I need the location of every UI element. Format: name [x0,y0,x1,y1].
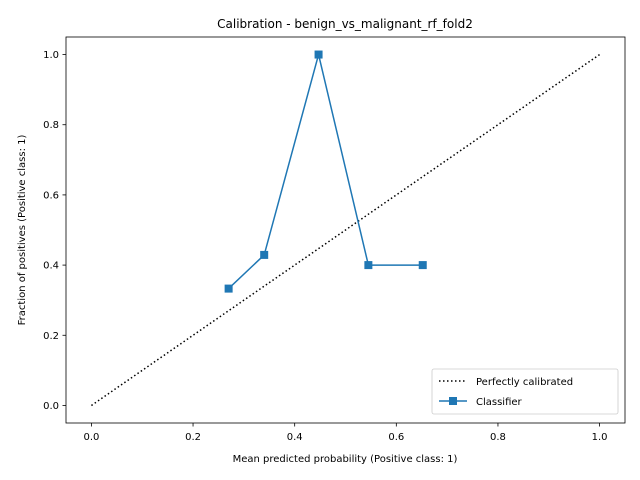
perfectly-calibrated-line [90,53,601,407]
y-tick-label: 0.2 [43,331,59,342]
legend-classifier-label: Classifier [476,397,523,408]
plot-area [90,50,601,407]
x-tick-label: 0.4 [287,432,303,443]
legend-perfect-label: Perfectly calibrated [476,377,573,388]
y-tick-label: 0.8 [43,120,59,131]
y-axis-label: Fraction of positives (Positive class: 1… [17,135,28,326]
classifier-point [260,250,269,259]
y-tick-label: 0.0 [43,401,59,412]
x-tick-label: 0.6 [388,432,404,443]
y-tick-label: 1.0 [43,50,59,61]
legend: Perfectly calibrated Classifier [431,368,619,415]
y-axis: 0.0 0.2 0.4 0.6 0.8 1.0 [43,50,66,412]
x-tick-label: 0.2 [185,432,201,443]
classifier-point [418,261,427,270]
y-tick-label: 0.4 [43,261,59,272]
classifier-point [314,50,323,59]
x-axis: 0.0 0.2 0.4 0.6 0.8 1.0 [83,423,608,443]
y-tick-label: 0.6 [43,190,59,201]
legend-box [431,368,619,415]
x-axis-label: Mean predicted probability (Positive cla… [233,454,458,465]
x-tick-label: 1.0 [592,432,608,443]
classifier-point [224,284,233,293]
classifier-point [364,261,373,270]
chart-title: Calibration - benign_vs_malignant_rf_fol… [217,17,473,31]
legend-classifier-marker [449,397,457,405]
x-tick-label: 0.8 [490,432,506,443]
plot-frame [65,36,626,424]
x-tick-label: 0.0 [83,432,99,443]
